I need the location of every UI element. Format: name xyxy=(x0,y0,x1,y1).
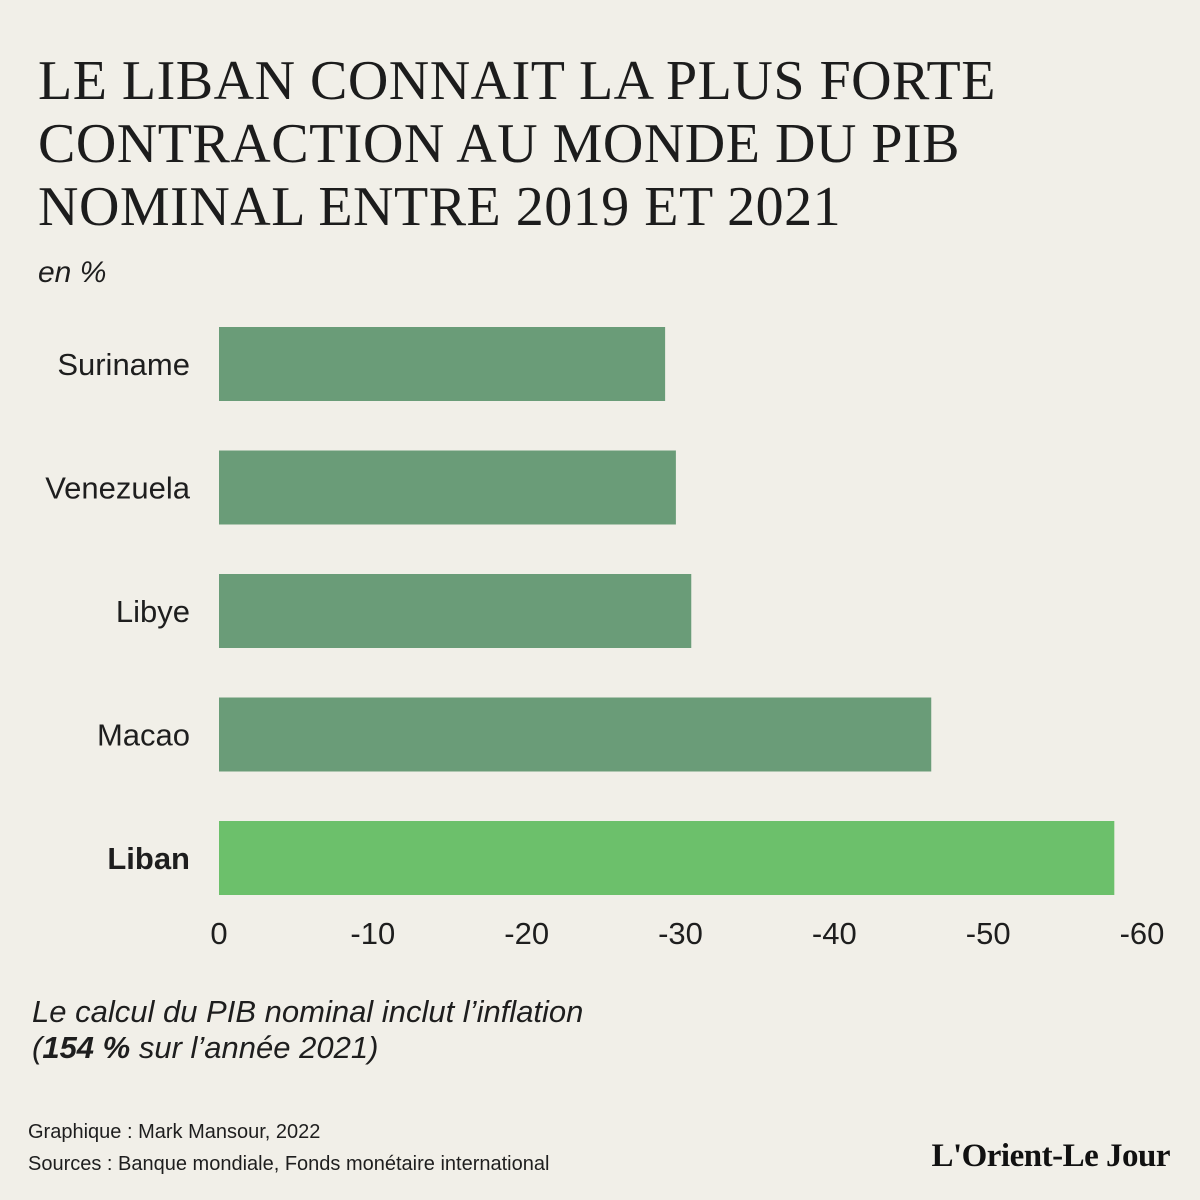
unit-label: en % xyxy=(38,256,107,289)
x-tick-label: -50 xyxy=(966,916,1011,951)
bar-libye xyxy=(219,574,692,648)
bar-label-liban: Liban xyxy=(107,841,190,876)
note-line-2: (154 % sur l’année 2021) xyxy=(32,1030,583,1066)
note-inflation-value: 154 % xyxy=(42,1030,131,1065)
x-tick-label: -60 xyxy=(1120,916,1165,951)
lorient-le-jour-logo: L'Orient-Le Jour xyxy=(931,1138,1170,1174)
title-line-3: NOMINAL ENTRE 2019 ET 2021 xyxy=(38,176,842,238)
note-line-1: Le calcul du PIB nominal inclut l’inflat… xyxy=(32,994,584,1029)
note-rest: sur l’année 2021) xyxy=(130,1030,379,1065)
chart-note: Le calcul du PIB nominal inclut l’inflat… xyxy=(32,994,583,1066)
bar-suriname xyxy=(219,327,666,401)
chart-title: LE LIBAN CONNAIT LA PLUS FORTE CONTRACTI… xyxy=(38,50,1158,239)
x-tick-label: -20 xyxy=(504,916,549,951)
x-tick-label: 0 xyxy=(210,916,227,951)
bar-label-venezuela: Venezuela xyxy=(45,471,191,506)
bar-chart: Suriname Venezuela Libye Macao Liban 0 -10 -20 -… xyxy=(45,327,1165,951)
sources-credit: Sources : Banque mondiale, Fonds monétai… xyxy=(28,1153,550,1175)
graphic-credit: Graphique : Mark Mansour, 2022 xyxy=(28,1121,321,1143)
x-tick-label: -40 xyxy=(812,916,857,951)
x-tick-label: -30 xyxy=(658,916,703,951)
bar-label-suriname: Suriname xyxy=(57,347,190,382)
bar-liban xyxy=(219,821,1115,895)
x-tick-label: -10 xyxy=(350,916,395,951)
title-line-1: LE LIBAN CONNAIT LA PLUS FORTE xyxy=(38,50,996,112)
bar-label-macao: Macao xyxy=(97,718,190,753)
note-open-paren: ( xyxy=(32,1030,43,1065)
bar-macao xyxy=(219,697,932,772)
bar-label-libye: Libye xyxy=(116,594,190,629)
title-line-2: CONTRACTION AU MONDE DU PIB xyxy=(38,113,960,175)
bar-venezuela xyxy=(219,450,676,525)
